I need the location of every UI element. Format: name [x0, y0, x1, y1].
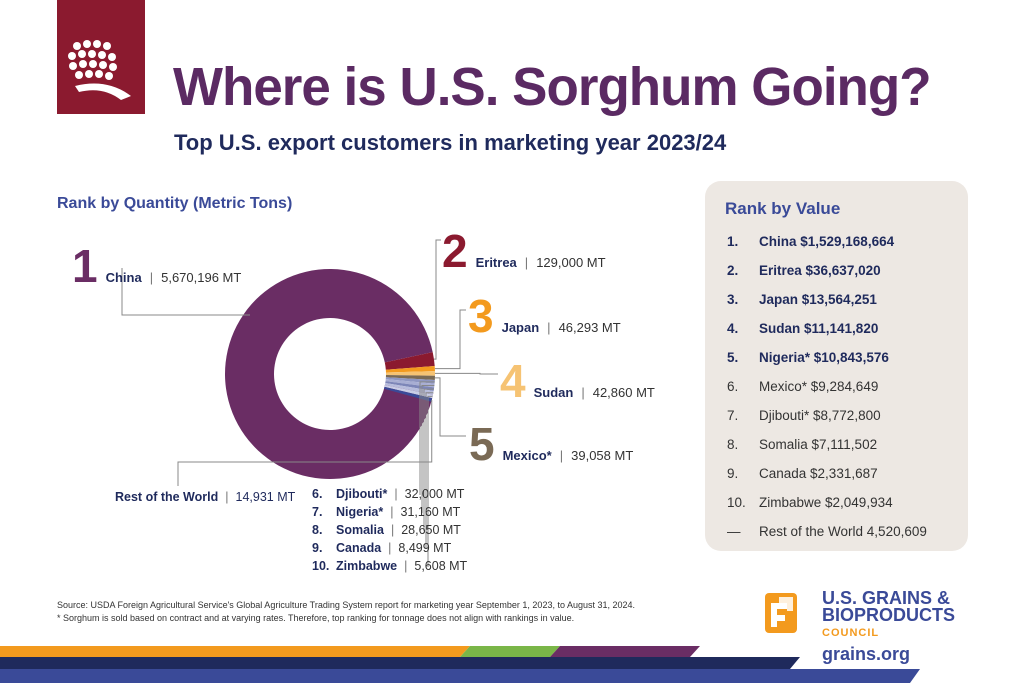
slice-sudan	[385, 371, 436, 376]
list-item: 1. China $1,529,168,664	[727, 234, 895, 249]
leader-rest-of-world	[177, 399, 433, 486]
slice-china	[225, 268, 434, 479]
leader-mexico	[434, 377, 466, 437]
country-mexico: Mexico*	[502, 448, 552, 463]
label-rest-of-world: Rest of the World | 14,931 MT	[115, 490, 296, 504]
label-japan: 3 Japan | 46,293 MT	[468, 290, 621, 342]
rank-2: 2	[442, 225, 468, 277]
org-name: U.S. GRAINS & BIOPRODUCTS	[822, 588, 956, 625]
label-mexico: 5 Mexico* | 39,058 MT	[469, 418, 634, 470]
qty-sudan: 42,860 MT	[592, 385, 655, 400]
label-eritrea: 2 Eritrea | 129,000 MT	[442, 225, 606, 277]
slice-mexico	[385, 374, 435, 381]
page-subtitle: Top U.S. export customers in marketing y…	[174, 130, 727, 155]
leader-somalia	[423, 388, 434, 531]
list-item: 10. Zimbabwe | 5,608 MT	[312, 559, 468, 573]
leader-canada	[425, 392, 434, 549]
value-heading: Rank by Value	[725, 199, 841, 218]
rank-4: 4	[500, 355, 526, 407]
country-china: China	[105, 270, 142, 285]
leader-zimbabwe	[427, 395, 433, 567]
page-title: Where is U.S. Sorghum Going?	[173, 57, 932, 117]
country-japan: Japan	[501, 320, 540, 335]
slice-zimbabwe	[384, 384, 433, 399]
rank-5: 5	[469, 418, 495, 470]
list-item: 9. Canada $2,331,687	[727, 466, 878, 481]
slice-japan	[385, 366, 435, 373]
qty-japan: 46,293 MT	[558, 320, 621, 335]
list-item: 5. Nigeria* $10,843,576	[727, 350, 889, 365]
qty-mexico: 39,058 MT	[571, 448, 634, 463]
org-council: COUNCIL	[822, 627, 880, 639]
list-item: 10. Zimbabwe $2,049,934	[727, 495, 893, 510]
slice-canada	[384, 383, 434, 395]
org-url-link[interactable]: grains.org	[822, 644, 911, 664]
rank-3: 3	[468, 290, 494, 342]
minor-countries-list: 6. Djibouti* | 32,000 MT 7. Nigeria* | 3…	[312, 487, 467, 577]
leader-japan	[434, 309, 466, 370]
source-note: Source: USDA Foreign Agricultural Servic…	[57, 600, 636, 623]
chart-title: Rank by Quantity (Metric Tons)	[57, 195, 293, 212]
rank-1: 1	[72, 240, 98, 292]
label-china: 1 China | 5,670,196 MT	[72, 240, 242, 292]
country-rest-of-world: Rest of the World	[115, 490, 219, 504]
leader-djibouti	[419, 381, 435, 495]
list-item: 8. Somalia $7,111,502	[727, 437, 878, 452]
list-item: 7. Djibouti* $8,772,800	[727, 408, 881, 423]
qty-eritrea: 129,000 MT	[536, 255, 606, 270]
list-item: 7. Nigeria* | 31,160 MT	[312, 505, 461, 519]
list-item: 6. Djibouti* | 32,000 MT	[312, 487, 465, 501]
leader-sudan	[434, 372, 498, 375]
list-item: — Rest of the World 4,520,609	[727, 524, 927, 539]
qty-rest-of-world: 14,931 MT	[235, 490, 296, 504]
usgc-logo-icon	[765, 593, 797, 633]
brand-logo	[57, 0, 145, 114]
rank-by-value-panel: Rank by Value 1. China $1,529,168,664 2. E…	[705, 181, 968, 551]
list-item: 3. Japan $13,564,251	[727, 292, 877, 307]
list-item: 9. Canada | 8,499 MT	[312, 541, 452, 555]
list-item: 6. Mexico* $9,284,649	[727, 379, 879, 394]
list-item: 2. Eritrea $36,637,020	[727, 263, 881, 278]
list-item: 8. Somalia | 28,650 MT	[312, 523, 461, 537]
country-sudan: Sudan	[533, 385, 574, 400]
list-item: 4. Sudan $11,141,820	[727, 321, 879, 336]
leader-china	[121, 268, 250, 316]
leader-eritrea	[433, 239, 441, 360]
value-list: 1. China $1,529,168,664 2. Eritrea $36,637…	[727, 227, 927, 546]
qty-china: 5,670,196 MT	[161, 270, 242, 285]
sorghum-icon	[68, 40, 131, 100]
label-sudan: 4 Sudan | 42,860 MT	[500, 355, 655, 407]
leader-nigeria	[421, 385, 435, 513]
country-eritrea: Eritrea	[475, 255, 517, 270]
slice-eritrea	[384, 352, 435, 370]
